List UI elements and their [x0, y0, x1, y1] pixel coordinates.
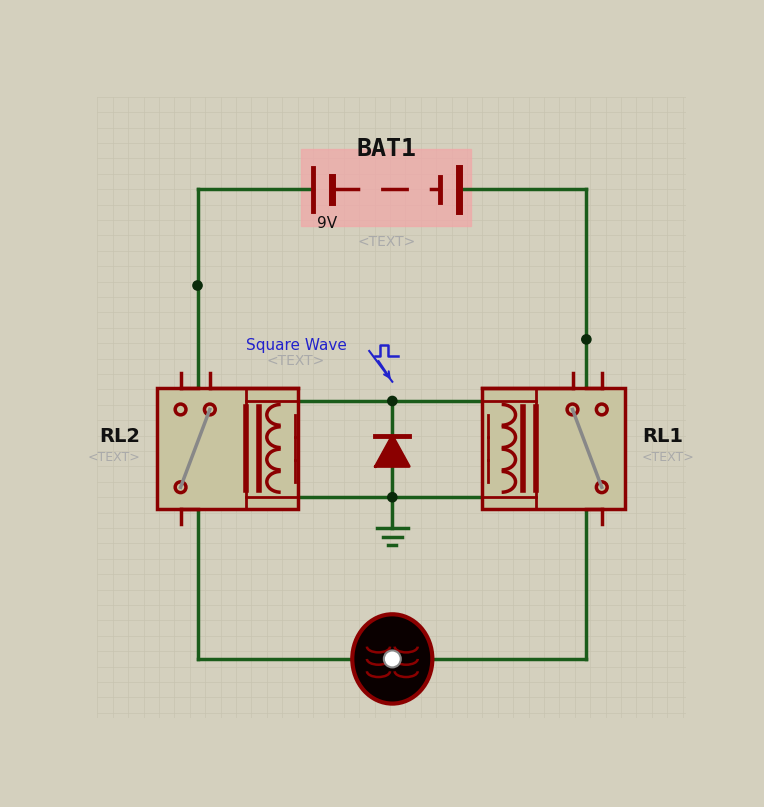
Text: <TEXT>: <TEXT> [642, 451, 694, 464]
Text: RL2: RL2 [99, 427, 141, 446]
Circle shape [597, 404, 607, 415]
Text: <TEXT>: <TEXT> [357, 235, 416, 249]
Bar [482, 388, 625, 508]
Circle shape [205, 404, 215, 415]
Text: <TEXT>: <TEXT> [267, 354, 325, 368]
Circle shape [387, 396, 397, 406]
Circle shape [567, 404, 578, 415]
Text: 9V: 9V [317, 216, 337, 232]
Circle shape [597, 482, 607, 492]
Text: Square Wave: Square Wave [246, 338, 347, 353]
Bar [157, 388, 298, 508]
Text: BAT1: BAT1 [356, 137, 416, 161]
Ellipse shape [384, 650, 401, 667]
Text: RL1: RL1 [642, 427, 683, 446]
Ellipse shape [352, 614, 432, 704]
Circle shape [175, 404, 186, 415]
Text: <TEXT>: <TEXT> [88, 451, 141, 464]
Bar [302, 149, 471, 226]
Circle shape [387, 492, 397, 502]
Circle shape [581, 335, 591, 344]
Circle shape [193, 281, 202, 290]
Polygon shape [375, 436, 410, 466]
Circle shape [175, 482, 186, 492]
